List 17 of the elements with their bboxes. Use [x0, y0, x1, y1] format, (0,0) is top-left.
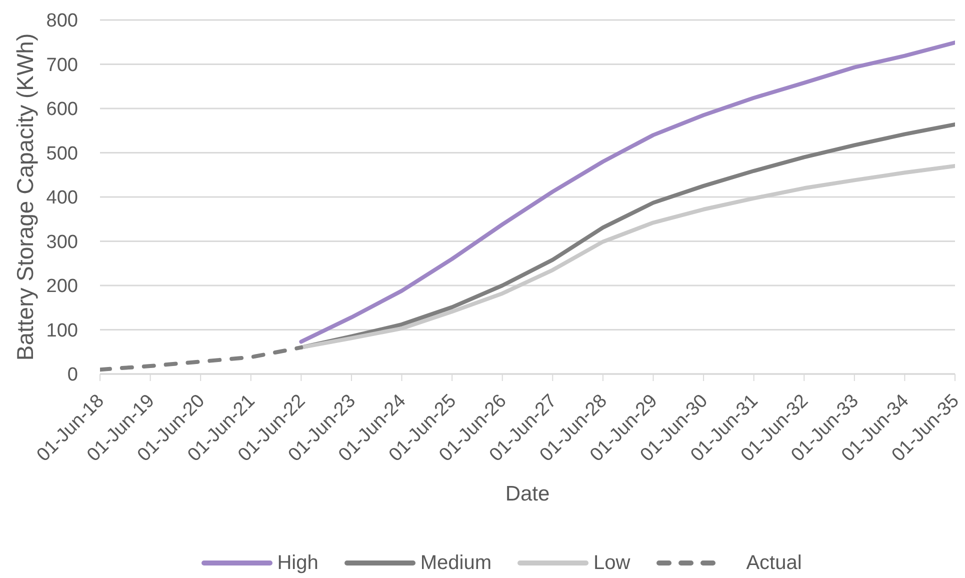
y-tick-label: 700: [46, 54, 78, 76]
legend-label: Low: [593, 552, 630, 574]
y-tick-label: 800: [46, 10, 78, 32]
y-tick-label: 300: [46, 232, 78, 253]
legend-label: Actual: [746, 552, 802, 574]
line-series: [299, 40, 955, 344]
x-axis-title: Date: [505, 482, 550, 506]
y-tick-label: 400: [46, 188, 78, 209]
legend-label: High: [277, 552, 318, 574]
y-axis-title: Battery Storage Capacity (KWh): [12, 33, 38, 361]
y-tick-label: 600: [46, 99, 78, 120]
y-tick-label: 200: [46, 276, 78, 298]
line-series: [299, 164, 955, 350]
y-tick-label: 100: [46, 320, 78, 342]
y-tick-label: 500: [46, 143, 78, 164]
y-tick-label: 0: [67, 364, 78, 386]
legend-label: Medium: [420, 552, 492, 574]
